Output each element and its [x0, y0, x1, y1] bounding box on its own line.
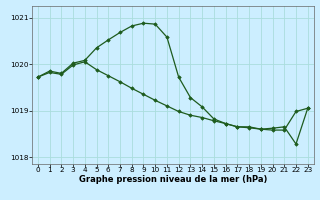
X-axis label: Graphe pression niveau de la mer (hPa): Graphe pression niveau de la mer (hPa) — [79, 175, 267, 184]
